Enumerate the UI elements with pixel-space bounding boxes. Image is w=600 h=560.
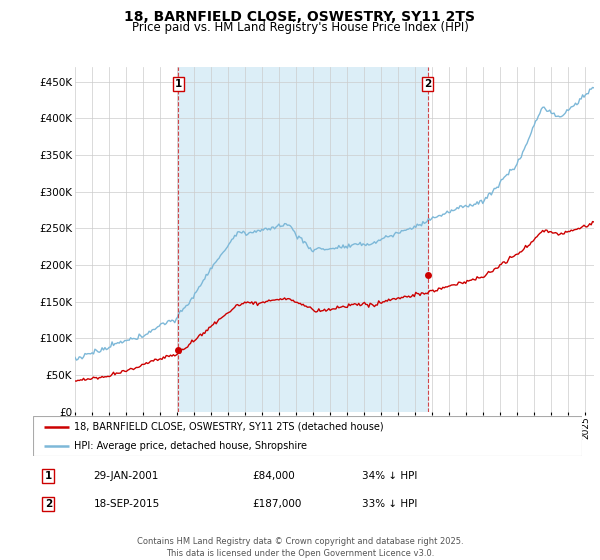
Text: 1: 1 [45,471,52,481]
FancyBboxPatch shape [33,416,582,456]
Text: 2: 2 [45,499,52,509]
Text: 18, BARNFIELD CLOSE, OSWESTRY, SY11 2TS: 18, BARNFIELD CLOSE, OSWESTRY, SY11 2TS [125,10,476,24]
Text: £84,000: £84,000 [253,471,295,481]
Text: 18, BARNFIELD CLOSE, OSWESTRY, SY11 2TS (detached house): 18, BARNFIELD CLOSE, OSWESTRY, SY11 2TS … [74,422,384,432]
Text: 1: 1 [175,80,182,89]
Text: 18-SEP-2015: 18-SEP-2015 [94,499,160,509]
Text: 29-JAN-2001: 29-JAN-2001 [94,471,159,481]
Text: HPI: Average price, detached house, Shropshire: HPI: Average price, detached house, Shro… [74,441,307,450]
Text: 2: 2 [424,80,431,89]
Text: Price paid vs. HM Land Registry's House Price Index (HPI): Price paid vs. HM Land Registry's House … [131,21,469,34]
Text: 33% ↓ HPI: 33% ↓ HPI [362,499,418,509]
Text: 34% ↓ HPI: 34% ↓ HPI [362,471,418,481]
Text: £187,000: £187,000 [253,499,302,509]
Bar [178,67,428,412]
Text: Contains HM Land Registry data © Crown copyright and database right 2025.
This d: Contains HM Land Registry data © Crown c… [137,537,463,558]
